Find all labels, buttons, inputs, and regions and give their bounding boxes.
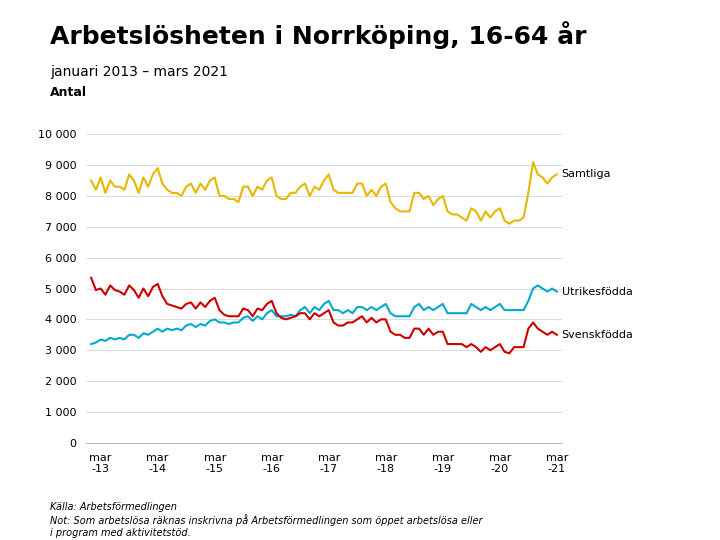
Text: Svenskfödda: Svenskfödda <box>562 330 634 340</box>
Samtliga <box>230 196 238 202</box>
Svenskfödda <box>196 299 204 306</box>
Text: Samtliga: Samtliga <box>562 170 611 179</box>
Samtliga <box>552 171 561 178</box>
Utrikesfödda <box>334 307 343 313</box>
Text: Utrikesfödda: Utrikesfödda <box>562 287 632 296</box>
Utrikesfödda <box>320 301 328 307</box>
Utrikesfödda <box>552 288 561 295</box>
Utrikesfödda <box>453 310 462 316</box>
Text: Arbetslösheten i Norrköping, 16-64 år: Arbetslösheten i Norrköping, 16-64 år <box>50 22 587 50</box>
Line: Svenskfödda: Svenskfödda <box>91 278 557 353</box>
Text: Antal: Antal <box>50 86 87 99</box>
Samtliga <box>320 177 328 184</box>
Utrikesfödda <box>534 282 542 289</box>
Samtliga <box>528 159 537 165</box>
Samtliga <box>505 220 513 227</box>
Utrikesfödda <box>210 316 219 322</box>
Utrikesfödda <box>230 319 238 326</box>
Text: januari 2013 – mars 2021: januari 2013 – mars 2021 <box>50 65 228 79</box>
Svenskfödda <box>453 341 462 347</box>
Svenskfödda <box>230 313 238 320</box>
Line: Utrikesfödda: Utrikesfödda <box>91 286 557 344</box>
Utrikesfödda <box>196 321 204 327</box>
Utrikesfödda <box>87 341 96 347</box>
Svenskfödda <box>210 294 219 301</box>
Svenskfödda <box>320 310 328 316</box>
Samtliga <box>334 190 343 196</box>
Svenskfödda <box>552 332 561 338</box>
Samtliga <box>196 180 204 187</box>
Svenskfödda <box>334 322 343 329</box>
Samtliga <box>210 174 219 181</box>
Svenskfödda <box>87 274 96 281</box>
Samtliga <box>453 211 462 218</box>
Svenskfödda <box>505 350 513 356</box>
Samtliga <box>87 177 96 184</box>
Line: Samtliga: Samtliga <box>91 162 557 224</box>
Text: Källa: Arbetsförmedlingen
Not: Som arbetslösa räknas inskrivna på Arbetsförmedli: Källa: Arbetsförmedlingen Not: Som arbet… <box>50 502 483 538</box>
